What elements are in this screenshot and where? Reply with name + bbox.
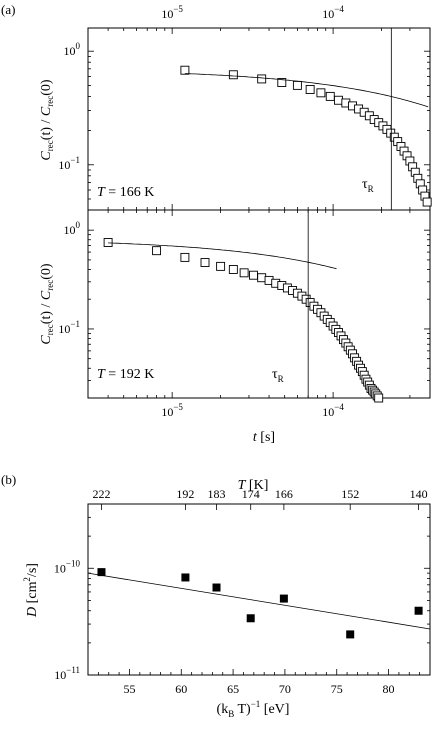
data-point — [279, 594, 288, 603]
top-tick-label: 183 — [208, 487, 226, 501]
plot-b-frame — [87, 503, 431, 676]
data-point — [277, 78, 287, 87]
data-point — [334, 95, 343, 105]
top-tick-label: 174 — [242, 487, 260, 501]
data-point — [200, 258, 210, 268]
tau-label: τR — [272, 367, 284, 384]
y-tick-label: 10−10 — [54, 558, 81, 575]
plot-a-bottom-points — [103, 238, 384, 403]
plot-b-x-tick-labels: 55 60 65 70 75 80 — [123, 682, 394, 696]
x-tick-label: 60 — [175, 682, 187, 696]
x-tick-label: 65 — [227, 682, 239, 696]
data-point — [292, 80, 302, 90]
x-tick-label: 10−5 — [161, 402, 183, 419]
y-tick-label: 10−11 — [54, 665, 80, 682]
top-axis-tick-label: 10−5 — [161, 4, 183, 21]
y-axis-label: D [cm2/s] — [22, 563, 40, 618]
top-tick-label: 166 — [275, 487, 293, 501]
data-point — [374, 393, 384, 403]
data-point — [257, 74, 267, 84]
plot-b-top-tick-labels: 222 192 183 174 166 152 140 — [92, 487, 427, 501]
plot-a-top: 10−5 10−4 100 10−1 Crec(t) / Crec(0) T =… — [39, 4, 432, 211]
x-tick-label: 80 — [383, 682, 395, 696]
temperature-annotation: T = 166 K — [97, 185, 154, 200]
plot-a-bottom-frame — [87, 209, 431, 399]
data-point — [97, 568, 106, 577]
tau-label: τR — [362, 177, 374, 194]
y-axis-label: Crec(t) / Crec(0) — [39, 263, 55, 344]
y-axis-label: Crec(t) / Crec(0) — [39, 79, 55, 160]
data-point — [181, 573, 190, 582]
y-tick-label: 10−1 — [58, 155, 80, 172]
top-tick-label: 152 — [341, 487, 359, 501]
x-axis-label: t [s] — [253, 430, 275, 445]
data-point — [422, 197, 432, 207]
data-point — [180, 65, 190, 75]
plot-a-bottom: 10−5 10−4 100 10−1 Crec(t) / Crec(0) t [… — [39, 209, 431, 445]
panel-a-label: (a) — [1, 2, 15, 17]
data-point — [212, 583, 221, 592]
x-axis-label: (kB T)−1 [eV] — [217, 699, 290, 719]
top-tick-label: 140 — [410, 487, 428, 501]
data-point — [257, 273, 267, 283]
top-axis-label: T [K] — [238, 478, 269, 493]
y-tick-label: 100 — [64, 220, 81, 237]
data-point — [103, 238, 113, 247]
plot-a-top-ticks — [87, 28, 431, 211]
data-point — [246, 614, 255, 623]
x-tick-label: 70 — [279, 682, 291, 696]
data-point — [239, 268, 249, 278]
data-point — [228, 265, 238, 274]
data-point — [305, 85, 315, 94]
plot-a-top-fit-curve — [184, 73, 429, 108]
y-tick-label: 100 — [64, 41, 81, 58]
data-point — [249, 270, 258, 280]
top-tick-label: 222 — [92, 487, 110, 501]
plot-b-ticks — [87, 503, 431, 676]
x-tick-label: 10−4 — [322, 402, 344, 419]
panel-b-label: (b) — [1, 472, 16, 487]
top-tick-label: 192 — [176, 487, 194, 501]
plot-a-bottom-fit-curve — [108, 242, 337, 270]
data-point — [316, 88, 326, 98]
data-point — [228, 70, 238, 80]
data-point — [346, 630, 355, 639]
data-point — [414, 606, 423, 615]
plot-b-fit-line — [87, 572, 431, 630]
plot-b: 55 60 65 70 75 80 222 192 183 174 166 152 140 T [K]… — [22, 478, 431, 719]
plot-b-points — [97, 568, 423, 639]
x-tick-label: 75 — [331, 682, 343, 696]
y-tick-label: 10−1 — [58, 319, 80, 336]
temperature-annotation: T = 192 K — [97, 367, 154, 382]
data-point — [152, 246, 162, 256]
data-point — [180, 252, 190, 262]
top-axis-tick-label: 10−4 — [322, 4, 344, 21]
plot-a-top-points — [180, 65, 432, 207]
plot-a-bottom-ticks — [87, 210, 431, 399]
x-tick-label: 55 — [123, 682, 135, 696]
data-point — [325, 91, 335, 101]
data-point — [216, 261, 226, 271]
